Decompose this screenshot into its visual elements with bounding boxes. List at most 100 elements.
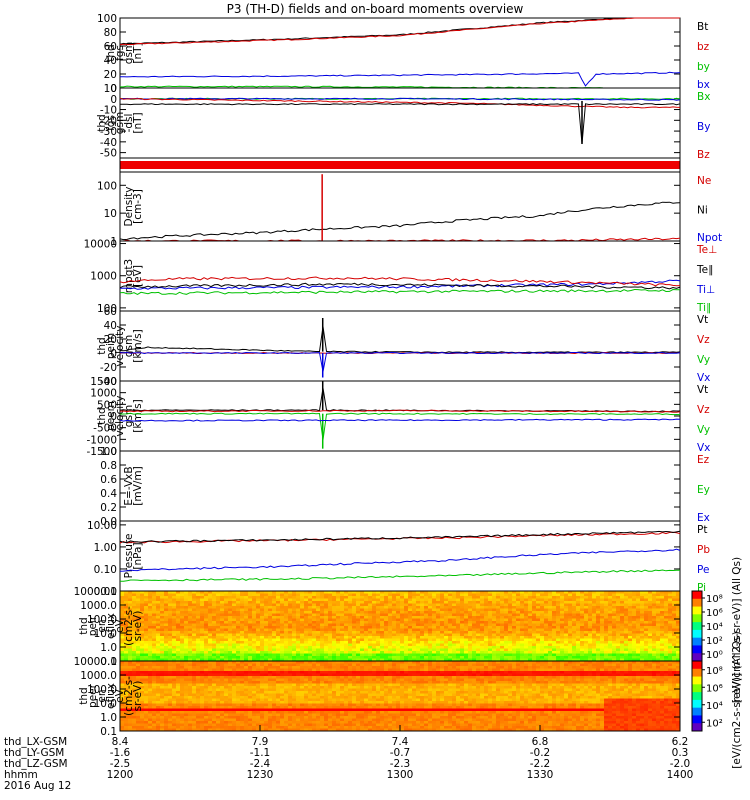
spectrogram-cell xyxy=(420,621,425,624)
spectrogram-cell xyxy=(628,601,633,604)
spectrogram-cell xyxy=(352,598,357,602)
spectrogram-cell xyxy=(152,661,157,664)
spectrogram-cell xyxy=(204,656,209,659)
spectrogram-cell xyxy=(624,601,629,604)
spectrogram-cell xyxy=(392,616,397,619)
spectrogram-cell xyxy=(228,606,233,609)
spectrogram-cell xyxy=(248,633,253,637)
spectrogram-cell xyxy=(156,693,161,697)
spectrogram-cell xyxy=(596,658,601,662)
spectrogram-cell xyxy=(464,648,469,652)
spectrogram-cell xyxy=(208,723,213,727)
spectrogram-cell xyxy=(196,653,201,657)
spectrogram-cell xyxy=(484,603,489,607)
y-tick-label: 1.00 xyxy=(94,542,117,554)
spectrogram-cell xyxy=(124,686,129,689)
spectrogram-cell xyxy=(320,591,325,594)
spectrogram-cell xyxy=(140,678,145,682)
spectrogram-cell xyxy=(320,608,325,612)
spectrogram-cell xyxy=(136,641,141,644)
spectrogram-cell xyxy=(532,648,537,652)
spectrogram-cell xyxy=(148,628,153,632)
spectrogram-cell xyxy=(608,608,613,612)
spectrogram-cell xyxy=(408,658,413,662)
spectrogram-cell xyxy=(176,723,181,727)
spectrogram-cell xyxy=(292,606,297,609)
spectrogram-cell xyxy=(132,611,137,614)
spectrogram-cell xyxy=(668,621,673,624)
spectrogram-cell xyxy=(236,641,241,644)
spectrogram-cell xyxy=(540,643,545,647)
spectrogram-cell xyxy=(612,628,617,632)
spectrogram-cell xyxy=(200,691,205,694)
spectrogram-cell xyxy=(384,646,389,649)
spectrogram-cell xyxy=(572,648,577,652)
spectrogram-cell xyxy=(224,711,229,714)
spectrogram-cell xyxy=(356,643,361,647)
spectrogram-cell xyxy=(140,698,145,702)
spectrogram-cell xyxy=(356,658,361,662)
spectrogram-cell xyxy=(500,623,505,627)
spectrogram-cell xyxy=(464,596,469,599)
spectrogram-cell xyxy=(284,626,289,629)
spectrogram-cell xyxy=(384,631,389,634)
spectrogram-cell xyxy=(180,671,185,674)
spectrogram-cell xyxy=(200,646,205,649)
spectrogram-cell xyxy=(152,668,157,672)
y-tick-label: 40 xyxy=(104,55,117,67)
spectrogram-cell xyxy=(272,653,277,657)
spectrogram-cell xyxy=(312,653,317,657)
spectrogram-cell xyxy=(548,633,553,637)
spectrogram-cell xyxy=(552,606,557,609)
spectrogram-cell xyxy=(272,646,277,649)
spectrogram-cell xyxy=(324,631,329,634)
spectrogram-cell xyxy=(168,723,173,727)
y-tick-label: 10000 xyxy=(84,239,117,251)
spectrogram-cell xyxy=(216,693,221,697)
spectrogram-cell xyxy=(348,646,353,649)
spectrogram-cell xyxy=(168,638,173,642)
spectrogram-cell xyxy=(328,598,333,602)
spectrogram-cell xyxy=(136,706,141,709)
spectrogram-cell xyxy=(520,623,525,627)
spectrogram-cell xyxy=(632,596,637,599)
spectrogram-cell xyxy=(268,641,273,644)
spectrogram-cell xyxy=(356,608,361,612)
spectrogram-cell xyxy=(168,671,173,674)
spectrogram-cell xyxy=(524,623,529,627)
spectrogram-cell xyxy=(224,701,229,704)
spectrogram-cell xyxy=(524,608,529,612)
spectrogram-cell xyxy=(584,633,589,637)
series-line-Vz xyxy=(119,409,681,413)
spectrogram-cell xyxy=(624,591,629,594)
y-axis-label: [mV/m] xyxy=(132,466,144,505)
spectrogram-cell xyxy=(336,598,341,602)
spectrogram-cell xyxy=(324,618,329,622)
spectrogram-cell xyxy=(148,638,153,642)
spectrogram-cell xyxy=(120,718,125,722)
spectrogram-cell xyxy=(668,591,673,594)
spectrogram-cell xyxy=(616,643,621,647)
spectrogram-cell xyxy=(224,618,229,622)
spectrogram-cell xyxy=(540,646,545,649)
spectrogram-cell xyxy=(540,611,545,614)
spectrogram-cell xyxy=(348,643,353,647)
spectrogram-cell xyxy=(528,636,533,639)
spectrogram-cell xyxy=(148,598,153,602)
spectrogram-cell xyxy=(376,633,381,637)
spectrogram-cell xyxy=(172,601,177,604)
spectrogram-cell xyxy=(364,603,369,607)
spectrogram-cell xyxy=(372,613,377,617)
spectrogram-cell xyxy=(628,646,633,649)
spectrogram-cell xyxy=(500,618,505,622)
spectrogram-cell xyxy=(420,636,425,639)
spectrogram-cell xyxy=(656,623,661,627)
spectrogram-cell xyxy=(392,593,397,597)
spectrogram-cell xyxy=(220,646,225,649)
spectrogram-cell xyxy=(212,631,217,634)
spectrogram-cell xyxy=(372,646,377,649)
spectrogram-cell xyxy=(160,671,165,674)
spectrogram-cell xyxy=(224,713,229,717)
spectrogram-cell xyxy=(516,646,521,649)
spectrogram-cell xyxy=(148,721,153,724)
